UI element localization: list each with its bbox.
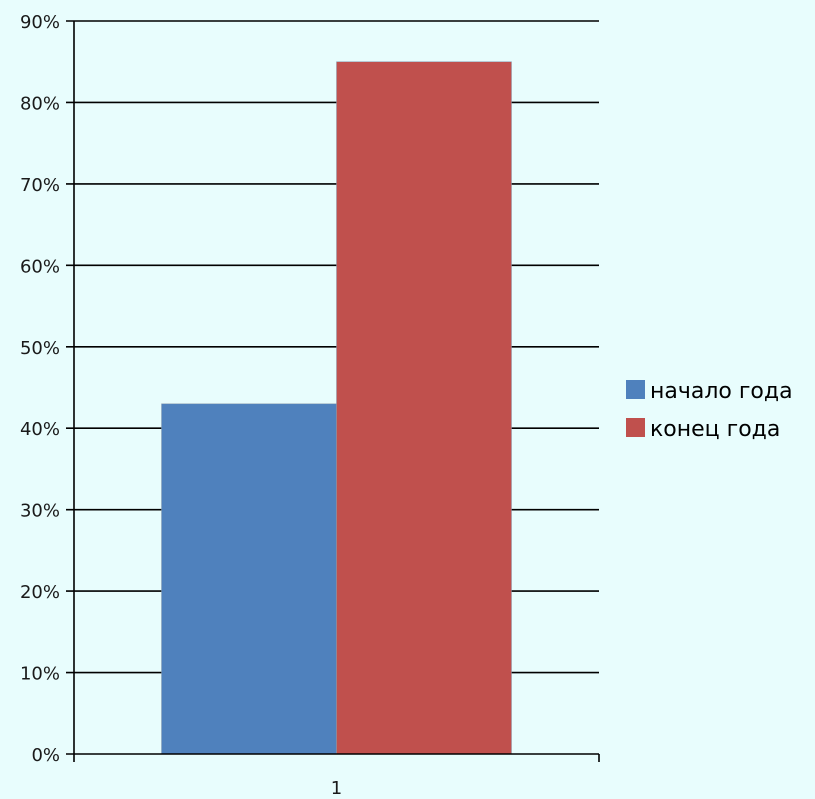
bar-1 [161,403,337,755]
y-tick-label: 10% [20,664,60,685]
y-tick-label: 20% [20,582,60,603]
y-tick-label: 40% [20,419,60,440]
y-tick-label: 50% [20,338,60,359]
y-tick-label: 30% [20,501,60,522]
y-tick-labels: 0% 10% 20% 30% 40% 50% 60% 70% 80% 90% [20,12,60,766]
y-tick-label: 80% [20,93,60,114]
legend-swatch-2 [626,418,645,437]
x-tick-label: 1 [331,778,342,799]
bars [161,61,512,755]
legend-label-2: конец года [650,417,780,442]
gridlines [66,20,599,674]
legend: начало года конец года [626,379,793,442]
legend-label-1: начало года [650,379,793,404]
x-tick-labels: 1 [331,778,342,799]
axes [66,21,600,762]
y-tick-label: 0% [31,745,60,766]
y-tick-label: 90% [20,12,60,33]
legend-swatch-1 [626,380,645,399]
y-tick-label: 60% [20,256,60,277]
bar-2 [336,61,512,755]
y-tick-label: 70% [20,175,60,196]
